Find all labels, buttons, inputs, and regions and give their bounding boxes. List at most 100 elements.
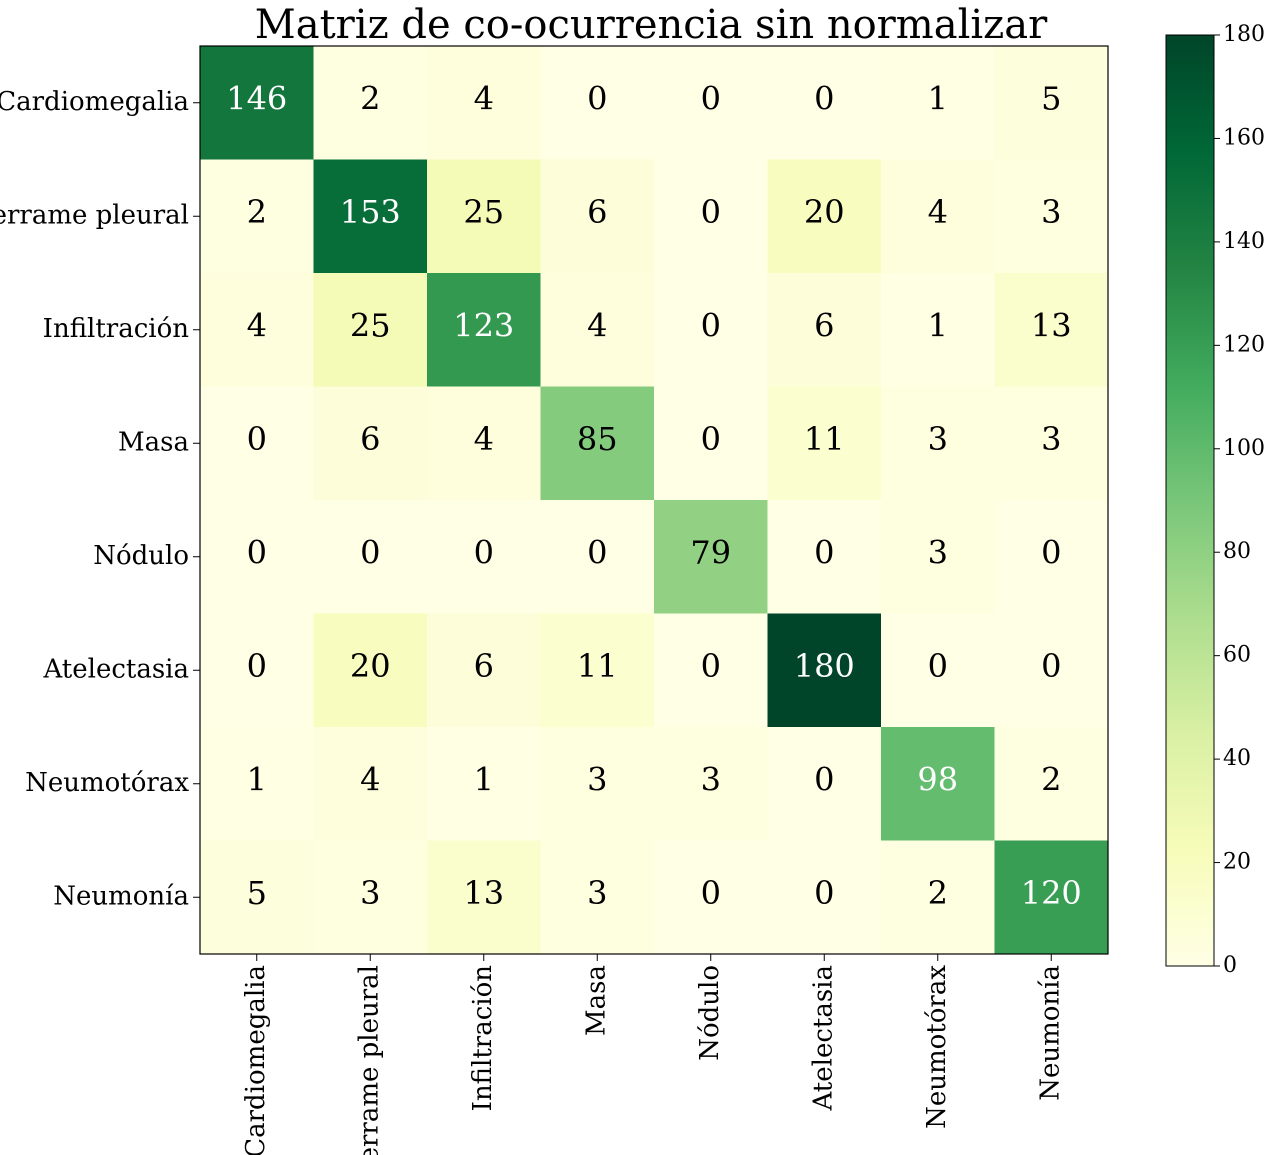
colorbar-tick-label: 60 <box>1223 643 1251 668</box>
colorbar-tick-label: 140 <box>1223 229 1265 254</box>
cell-value-label: 3 <box>1041 193 1061 231</box>
heatmap-cell <box>767 159 882 274</box>
y-axis-ticks: Cardiomegalia Derrame pleural Infiltración… <box>0 87 200 911</box>
heatmap-cell <box>540 46 655 160</box>
heatmap-cell <box>881 386 995 501</box>
y-tick-label: Cardiomegalia <box>0 87 189 117</box>
cell-value-label: 0 <box>701 193 721 231</box>
cell-value-label: 0 <box>701 79 721 117</box>
heatmap-cell <box>427 840 541 955</box>
heatmap-cell <box>654 500 768 614</box>
cell-value-label: 11 <box>577 647 618 685</box>
cell-value-label: 6 <box>814 306 834 344</box>
heatmap-cell <box>994 613 1109 728</box>
cell-value-label: 4 <box>928 193 948 231</box>
cell-value-label: 153 <box>340 193 401 231</box>
heatmap-cell <box>540 727 655 841</box>
heatmap-cell <box>767 273 882 387</box>
cell-value-label: 3 <box>1041 420 1061 458</box>
heatmap-cell <box>200 840 314 955</box>
chart-title: Matriz de co-ocurrencia sin normalizar <box>255 2 1048 48</box>
colorbar-ticks: 0 20 40 60 80 100 120 140 160 180 <box>1214 22 1265 978</box>
colorbar <box>1165 34 1215 967</box>
cell-value-label: 13 <box>463 874 504 912</box>
cell-value-label: 1 <box>474 760 494 798</box>
heatmap-cell <box>654 46 768 160</box>
x-tick-label: Derrame pleural <box>354 965 384 1155</box>
heatmap-cell <box>881 727 995 841</box>
cell-value-label: 0 <box>247 533 267 571</box>
heatmap-cell <box>767 613 882 728</box>
cell-value-label: 0 <box>587 79 607 117</box>
cell-value-label: 2 <box>1041 760 1061 798</box>
heatmap-cell <box>200 46 314 160</box>
heatmap-cell <box>540 273 655 387</box>
heatmap-cell <box>427 500 541 614</box>
x-tick-label: Infiltración <box>468 965 498 1112</box>
colorbar-tick-label: 80 <box>1223 539 1251 564</box>
heatmap-cell <box>881 46 995 160</box>
y-tick-label: Infiltración <box>43 314 190 344</box>
colorbar-tick-label: 100 <box>1223 436 1265 461</box>
colorbar-tick-label: 160 <box>1223 125 1265 150</box>
x-tick-label: Cardiomegalia <box>241 965 271 1155</box>
heatmap-cell <box>654 159 768 274</box>
colorbar-tick-label: 40 <box>1223 746 1251 771</box>
heatmap-cell <box>200 500 314 614</box>
cell-value-label: 0 <box>247 647 267 685</box>
cell-value-label: 25 <box>463 193 504 231</box>
heatmap-cell <box>994 386 1109 501</box>
heatmap-cell <box>200 727 314 841</box>
cell-value-label: 13 <box>1031 306 1072 344</box>
heatmap-cell <box>767 840 882 955</box>
cell-value-label: 5 <box>247 874 267 912</box>
heatmap-cell <box>540 500 655 614</box>
x-axis-ticks: Cardiomegalia Derrame pleural Infiltración… <box>241 954 1065 1155</box>
heatmap-cells: 146 2 4 0 0 0 1 52 153 25 6 0 20 4 34 25 123 4 0 6 1 130 6 4 85 0… <box>200 46 1109 955</box>
y-tick-label: Masa <box>118 427 189 457</box>
heatmap-cell <box>767 727 882 841</box>
heatmap-cell <box>313 386 428 501</box>
heatmap-cell <box>313 727 428 841</box>
cell-value-label: 146 <box>226 79 287 117</box>
heatmap-cell <box>881 500 995 614</box>
heatmap-cell <box>200 613 314 728</box>
cell-value-label: 0 <box>587 533 607 571</box>
cell-value-label: 0 <box>701 874 721 912</box>
heatmap-cell <box>654 273 768 387</box>
heatmap-cell <box>881 840 995 955</box>
cell-value-label: 0 <box>474 533 494 571</box>
y-tick-label: Nódulo <box>93 541 189 571</box>
heatmap-cell <box>767 500 882 614</box>
cell-value-label: 79 <box>690 533 731 571</box>
colorbar-tick-label: 180 <box>1223 22 1265 47</box>
heatmap-cell <box>427 727 541 841</box>
cell-value-label: 5 <box>1041 79 1061 117</box>
cell-value-label: 3 <box>928 533 948 571</box>
cell-value-label: 3 <box>360 874 380 912</box>
heatmap-cell <box>881 613 995 728</box>
colorbar-tick-label: 0 <box>1223 953 1237 978</box>
cell-value-label: 1 <box>247 760 267 798</box>
heatmap-cell <box>313 613 428 728</box>
heatmap-cell <box>767 386 882 501</box>
cell-value-label: 0 <box>360 533 380 571</box>
cell-value-label: 0 <box>928 647 948 685</box>
cell-value-label: 3 <box>928 420 948 458</box>
y-tick-label: Derrame pleural <box>0 200 189 230</box>
y-tick-label: Neumonía <box>53 881 189 911</box>
cell-value-label: 0 <box>814 760 834 798</box>
cell-value-label: 3 <box>587 760 607 798</box>
cell-value-label: 4 <box>587 306 607 344</box>
cell-value-label: 0 <box>701 306 721 344</box>
heatmap-cell <box>654 386 768 501</box>
heatmap-cell <box>427 386 541 501</box>
x-tick-label: Neumotórax <box>922 965 952 1129</box>
heatmap-cell <box>313 159 428 274</box>
cell-value-label: 20 <box>350 647 391 685</box>
cell-value-label: 0 <box>1041 647 1061 685</box>
heatmap-cell <box>881 159 995 274</box>
cell-value-label: 25 <box>350 306 391 344</box>
heatmap-cell <box>994 273 1109 387</box>
